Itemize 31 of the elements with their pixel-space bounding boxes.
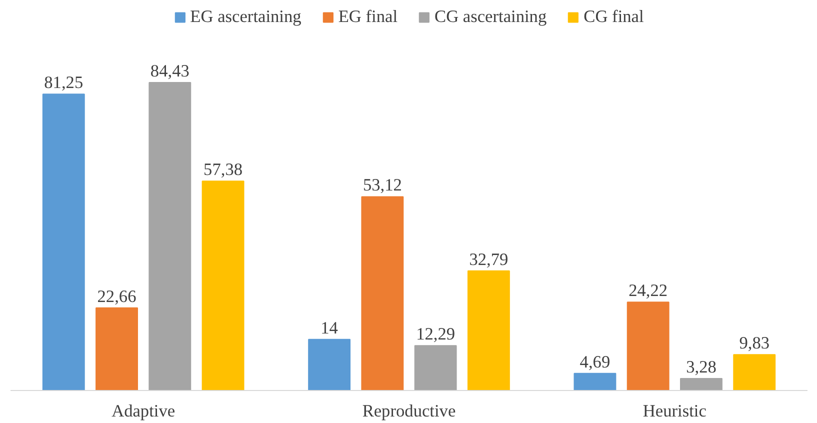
bar [42,94,85,390]
data-label: 81,25 [44,73,84,92]
bar [148,82,192,390]
legend-label: CG final [584,7,644,27]
data-label: 3,28 [686,358,716,377]
data-label: 9,83 [739,334,770,353]
bar [96,307,138,390]
bar [680,378,722,390]
data-label: 14 [320,318,338,338]
legend-label: EG ascertaining [190,7,302,27]
bar [202,180,244,390]
data-label: 4,69 [580,352,610,372]
data-label: 84,43 [150,62,190,80]
bar [467,270,510,390]
data-label: 32,79 [469,250,508,269]
bar [574,372,616,390]
x-tick-label: Reproductive [362,402,456,420]
x-tick-label: Adaptive [112,402,176,420]
data-label: 12,29 [416,324,456,344]
data-label: 24,22 [628,281,668,300]
x-tick-label: Heuristic [642,402,707,420]
legend-label: CG ascertaining [434,7,547,27]
data-label: 22,66 [97,286,137,306]
bar [414,345,457,390]
bar [733,354,776,390]
bar [361,196,404,390]
bar [626,302,670,390]
data-label: 53,12 [362,176,402,195]
legend-label: EG final [338,7,398,27]
data-label: 57,38 [204,160,243,180]
bar [308,338,351,390]
